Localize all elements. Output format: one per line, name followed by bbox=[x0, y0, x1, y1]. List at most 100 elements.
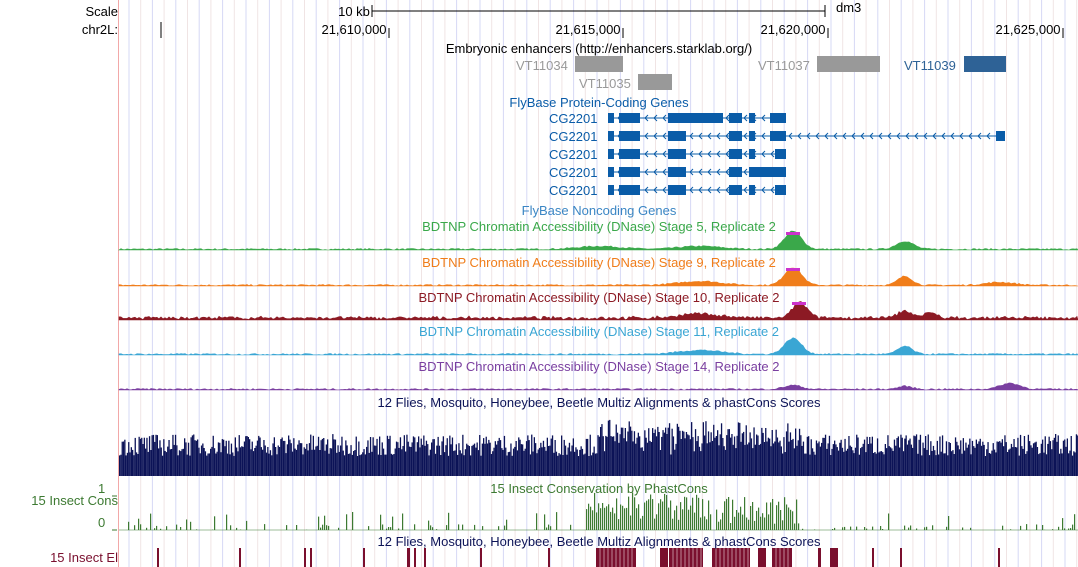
multiz-bar bbox=[880, 451, 883, 476]
multiz-bar bbox=[372, 437, 374, 476]
transcript-label-3[interactable]: CG2201 bbox=[549, 147, 598, 162]
phastcons-bar bbox=[716, 509, 718, 530]
phastcons-bar bbox=[654, 518, 656, 530]
multiz-bar bbox=[272, 443, 274, 476]
transcript-label-5[interactable]: CG2201 bbox=[549, 183, 598, 198]
multiz-bar bbox=[281, 437, 283, 476]
enhancer-label-vt11037[interactable]: VT11037 bbox=[758, 58, 810, 73]
multiz-bar bbox=[850, 446, 853, 476]
phastcons-bar bbox=[850, 526, 852, 530]
multiz-bar bbox=[411, 442, 413, 476]
dnase-stage9-title[interactable]: BDTNP Chromatin Accessibility (DNase) St… bbox=[422, 255, 776, 270]
multiz-bar bbox=[945, 441, 948, 476]
phastcons-bar bbox=[1072, 524, 1074, 530]
enhancers-track-title[interactable]: Embryonic enhancers (http://enhancers.st… bbox=[445, 41, 753, 56]
multiz-bar bbox=[697, 436, 699, 476]
multiz-bar bbox=[225, 440, 227, 476]
strand-arrow bbox=[662, 132, 667, 140]
genes-track-title[interactable]: FlyBase Protein-Coding Genes bbox=[509, 95, 689, 110]
enhancer-features[interactable] bbox=[575, 56, 1006, 90]
multiz-bar bbox=[726, 435, 728, 476]
transcript-label-1[interactable]: CG2201 bbox=[549, 111, 598, 126]
multiz-bar bbox=[732, 444, 734, 476]
conserved-element bbox=[310, 548, 312, 567]
insect-el-track-label[interactable]: 15 Insect El bbox=[50, 550, 118, 565]
strand-arrow bbox=[761, 132, 766, 140]
dnase-stage14-title[interactable]: BDTNP Chromatin Accessibility (DNase) St… bbox=[418, 359, 780, 374]
enhancer-label-vt11039[interactable]: VT11039 bbox=[904, 58, 956, 73]
multiz-bar bbox=[423, 435, 425, 476]
phastcons-track-title[interactable]: 15 Insect Conservation by PhastCons bbox=[490, 481, 708, 496]
noncoding-track-title[interactable]: FlyBase Noncoding Genes bbox=[521, 203, 677, 218]
multiz-track-title[interactable]: 12 Flies, Mosquito, Honeybee, Beetle Mul… bbox=[377, 395, 821, 410]
strand-arrow bbox=[662, 168, 667, 176]
multiz-bar bbox=[190, 437, 192, 476]
clipped-peak-marker bbox=[786, 268, 800, 271]
multiz-bar bbox=[510, 443, 512, 476]
phastcons-bar bbox=[932, 525, 934, 530]
multiz-bar bbox=[893, 439, 896, 476]
multiz-bar bbox=[645, 437, 647, 476]
multiz-bar bbox=[964, 450, 966, 476]
gene-models[interactable] bbox=[608, 113, 1005, 195]
multiz-bar bbox=[980, 445, 983, 476]
conserved-element bbox=[548, 548, 550, 567]
multiz-bar bbox=[900, 434, 902, 476]
label-divider bbox=[118, 0, 119, 567]
multiz-bar bbox=[464, 449, 467, 476]
multiz-bar bbox=[576, 449, 578, 476]
multiz-bar bbox=[574, 451, 576, 476]
phastcons-bar bbox=[616, 498, 618, 530]
dnase-stage5-title[interactable]: BDTNP Chromatin Accessibility (DNase) St… bbox=[422, 219, 776, 234]
scale-bar-label: 10 kb bbox=[338, 4, 370, 19]
phastcons-bar bbox=[658, 503, 660, 530]
phastcons-bar bbox=[730, 523, 732, 530]
multiz-bar bbox=[912, 447, 914, 476]
insect-cons-track-label[interactable]: 15 Insect Cons bbox=[31, 493, 118, 508]
insect-cons-min-label: 0 bbox=[98, 515, 106, 530]
multiz-bar bbox=[609, 419, 611, 476]
multiz-bar bbox=[308, 443, 311, 476]
multiz-bar bbox=[1070, 436, 1072, 476]
phastcons-bar bbox=[648, 499, 650, 530]
multiz-bar bbox=[1057, 435, 1059, 476]
multiz-bar bbox=[566, 454, 568, 476]
multiz-bar bbox=[447, 455, 450, 476]
multiz-bar bbox=[410, 447, 412, 476]
transcript-label-2[interactable]: CG2201 bbox=[549, 129, 598, 144]
multiz-bar bbox=[180, 451, 182, 476]
multiz-bar bbox=[914, 436, 916, 476]
strand-arrow bbox=[698, 150, 703, 158]
multiz-bar bbox=[676, 423, 678, 476]
strand-arrow bbox=[698, 168, 703, 176]
multiz-bar bbox=[119, 455, 121, 476]
multiz-bar bbox=[873, 453, 875, 476]
multiz-bar bbox=[494, 441, 496, 476]
multiz-bar bbox=[247, 437, 249, 476]
enhancer-label-vt11034[interactable]: VT11034 bbox=[516, 58, 568, 73]
phastcons-bar bbox=[1036, 524, 1038, 530]
multiz-bar bbox=[671, 428, 673, 476]
exon-block bbox=[619, 113, 640, 123]
multiz-bar bbox=[601, 424, 603, 476]
phastcons-bar bbox=[608, 504, 610, 530]
scale-ruler bbox=[160, 5, 1064, 38]
phastcons-bar bbox=[1074, 514, 1076, 530]
enhancer-label-vt11035[interactable]: VT11035 bbox=[579, 76, 631, 91]
multiz-bar bbox=[472, 444, 474, 476]
multiz-bar bbox=[611, 436, 613, 476]
phastcons-bar bbox=[624, 508, 626, 530]
dnase-stage10-title[interactable]: BDTNP Chromatin Accessibility (DNase) St… bbox=[418, 290, 780, 305]
transcript-label-4[interactable]: CG2201 bbox=[549, 165, 598, 180]
conserved-element bbox=[414, 548, 416, 567]
dnase-stage11-title[interactable]: BDTNP Chromatin Accessibility (DNase) St… bbox=[418, 324, 780, 339]
multiz-bar bbox=[1026, 451, 1028, 476]
elements-track-title[interactable]: 12 Flies, Mosquito, Honeybee, Beetle Mul… bbox=[377, 534, 821, 549]
chrom-label[interactable]: chr2L: bbox=[81, 22, 118, 37]
multiz-bar bbox=[161, 455, 164, 476]
exon-block bbox=[770, 113, 786, 123]
phastcons-bar bbox=[946, 526, 948, 530]
multiz-bar bbox=[587, 438, 589, 476]
multiz-bar bbox=[514, 446, 516, 476]
